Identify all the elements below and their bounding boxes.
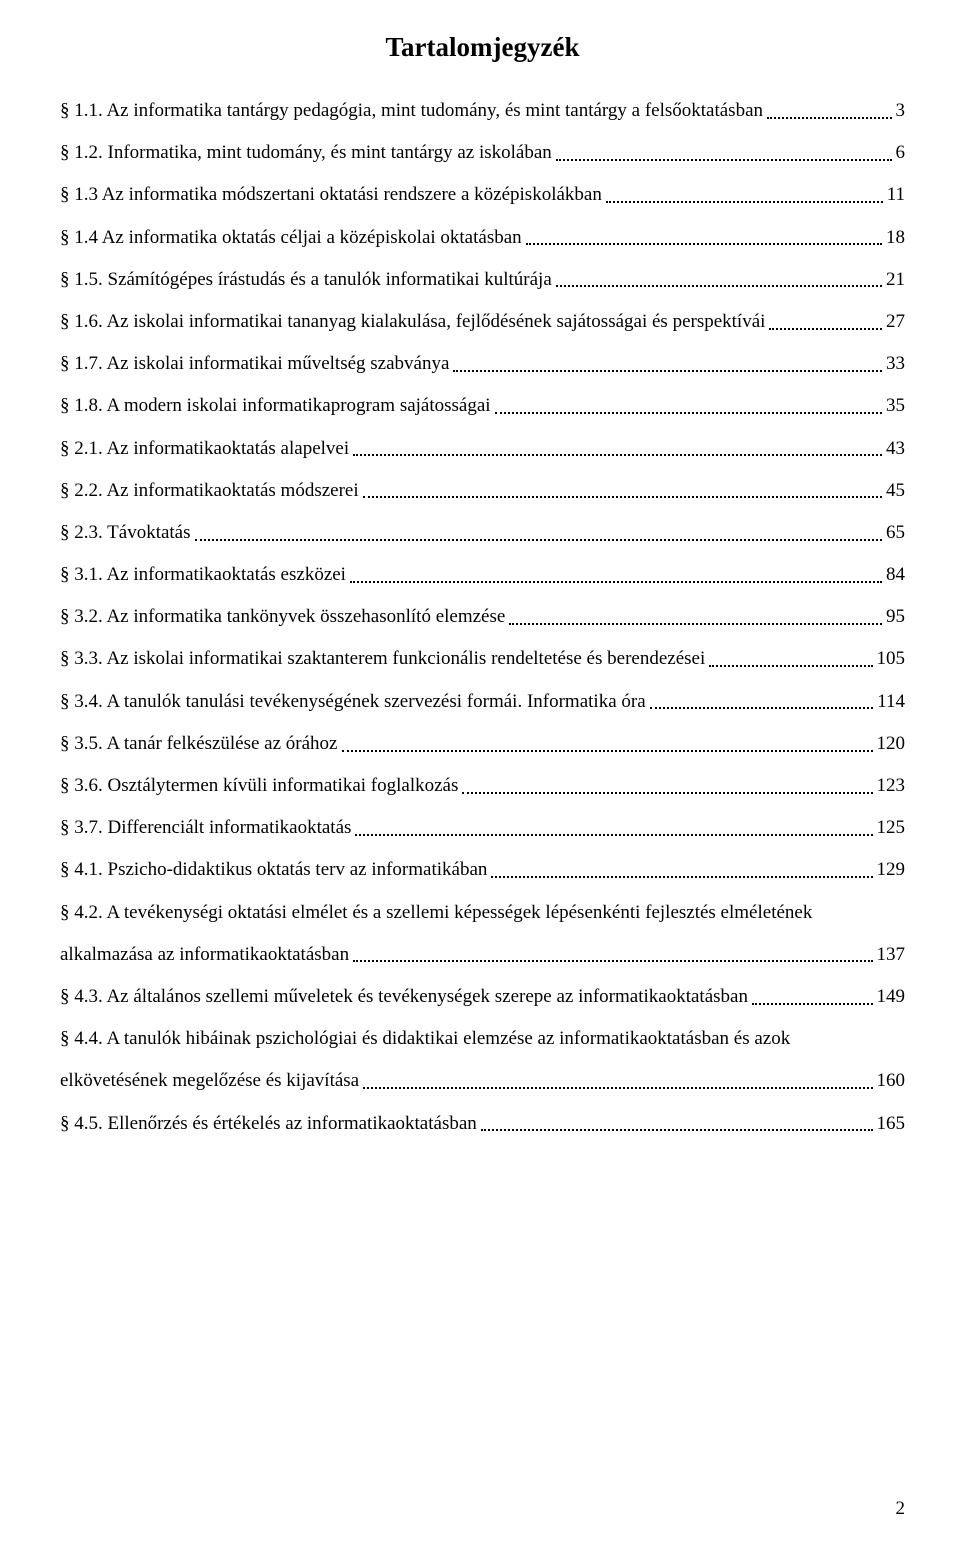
toc-leader-dots [606, 201, 883, 203]
toc-entry: § 1.6. Az iskolai informatikai tananyag … [60, 310, 905, 335]
toc-entry: § 3.2. Az informatika tankönyvek összeha… [60, 605, 905, 630]
toc-entry-text: § 1.6. Az iskolai informatikai tananyag … [60, 310, 765, 335]
toc-entry-page: 105 [877, 647, 906, 672]
toc-entry-page: 11 [887, 183, 905, 208]
toc-entry-text: § 1.2. Informatika, mint tudomány, és mi… [60, 141, 552, 166]
toc-entry-text: § 2.3. Távoktatás [60, 521, 191, 546]
toc-entry: § 4.5. Ellenőrzés és értékelés az inform… [60, 1112, 905, 1137]
toc-entry: § 3.6. Osztálytermen kívüli informatikai… [60, 774, 905, 799]
toc-entry-text: § 3.1. Az informatikaoktatás eszközei [60, 563, 346, 588]
toc-entry: § 3.7. Differenciált informatikaoktatás 1… [60, 816, 905, 841]
toc-entry-page: 120 [877, 732, 906, 757]
toc-entry-page: 95 [886, 605, 905, 630]
toc-leader-dots [363, 1087, 872, 1089]
toc-entry: § 4.1. Pszicho-didaktikus oktatás terv a… [60, 858, 905, 883]
toc-entry-text: § 1.1. Az informatika tantárgy pedagógia… [60, 99, 763, 124]
toc-entry-text: § 3.5. A tanár felkészülése az órához [60, 732, 338, 757]
toc-entry-page: 114 [877, 690, 905, 715]
toc-leader-dots [363, 496, 882, 498]
toc-leader-dots [355, 834, 872, 836]
document-page: Tartalomjegyzék § 1.1. Az informatika ta… [0, 0, 960, 1550]
toc-entry: § 3.5. A tanár felkészülése az órához 120 [60, 732, 905, 757]
toc-leader-dots [556, 285, 882, 287]
toc-entry-page: 18 [886, 226, 905, 251]
toc-leader-dots [526, 243, 882, 245]
toc-entry-page: 129 [877, 858, 906, 883]
toc-entry: § 3.1. Az informatikaoktatás eszközei 84 [60, 563, 905, 588]
page-title: Tartalomjegyzék [60, 32, 905, 63]
toc-entry-page: 123 [877, 774, 906, 799]
toc-leader-dots [491, 876, 872, 878]
toc-entry-page: 21 [886, 268, 905, 293]
toc-entry-page: 160 [877, 1069, 906, 1094]
toc-entry-text: § 4.5. Ellenőrzés és értékelés az inform… [60, 1112, 477, 1137]
toc-entry-text: § 2.2. Az informatikaoktatás módszerei [60, 479, 359, 504]
toc-entry-text: alkalmazása az informatikaoktatásban [60, 943, 349, 968]
toc-leader-dots [556, 159, 892, 161]
toc-entry-page: 45 [886, 479, 905, 504]
toc-entry-page: 43 [886, 437, 905, 462]
toc-entry-text: § 1.3 Az informatika módszertani oktatás… [60, 183, 602, 208]
toc-entry-page: 165 [877, 1112, 906, 1137]
toc-entry-text: elkövetésének megelőzése és kijavítása [60, 1069, 359, 1094]
toc-leader-dots [769, 328, 882, 330]
toc-entry: § 1.8. A modern iskolai informatikaprogr… [60, 394, 905, 419]
page-number: 2 [896, 1498, 906, 1520]
toc-entry-text: § 2.1. Az informatikaoktatás alapelvei [60, 437, 349, 462]
toc-entry-text: § 1.8. A modern iskolai informatikaprogr… [60, 394, 491, 419]
toc-entry: § 1.5. Számítógépes írástudás és a tanul… [60, 268, 905, 293]
toc-entry: § 4.3. Az általános szellemi műveletek é… [60, 985, 905, 1010]
toc-leader-dots [767, 117, 891, 119]
toc-entry-page: 3 [896, 99, 906, 124]
toc-entry: § 1.1. Az informatika tantárgy pedagógia… [60, 99, 905, 124]
table-of-contents: § 1.1. Az informatika tantárgy pedagógia… [60, 99, 905, 1136]
toc-entry-text: § 3.6. Osztálytermen kívüli informatikai… [60, 774, 458, 799]
toc-entry: § 1.3 Az informatika módszertani oktatás… [60, 183, 905, 208]
toc-entry-page: 65 [886, 521, 905, 546]
toc-entry-page: 125 [877, 816, 906, 841]
toc-leader-dots [709, 665, 872, 667]
toc-entry: § 1.2. Informatika, mint tudomány, és mi… [60, 141, 905, 166]
toc-entry-text: § 1.4 Az informatika oktatás céljai a kö… [60, 226, 522, 251]
toc-entry-page: 27 [886, 310, 905, 335]
toc-entry: § 3.4. A tanulók tanulási tevékenységéne… [60, 690, 905, 715]
toc-leader-dots [350, 581, 882, 583]
toc-leader-dots [462, 792, 872, 794]
toc-entry-page: 137 [877, 943, 906, 968]
toc-leader-dots [353, 960, 872, 962]
toc-leader-dots [342, 750, 873, 752]
toc-entry-page: 35 [886, 394, 905, 419]
toc-entry-text: § 4.1. Pszicho-didaktikus oktatás terv a… [60, 858, 487, 883]
toc-entry-text: § 3.4. A tanulók tanulási tevékenységéne… [60, 690, 646, 715]
toc-entry-page: 84 [886, 563, 905, 588]
toc-entry-text: § 3.2. Az informatika tankönyvek összeha… [60, 605, 505, 630]
toc-entry-page: 6 [896, 141, 906, 166]
toc-leader-dots [353, 454, 882, 456]
toc-leader-dots [495, 412, 882, 414]
toc-entry: § 1.4 Az informatika oktatás céljai a kö… [60, 226, 905, 251]
toc-entry-text: § 3.3. Az iskolai informatikai szaktante… [60, 647, 705, 672]
toc-entry: § 1.7. Az iskolai informatikai műveltség… [60, 352, 905, 377]
toc-entry-line1: § 4.4. A tanulók hibáinak pszichológiai … [60, 1027, 905, 1052]
toc-entry-text: § 1.5. Számítógépes írástudás és a tanul… [60, 268, 552, 293]
toc-leader-dots [650, 707, 874, 709]
toc-entry: § 3.3. Az iskolai informatikai szaktante… [60, 647, 905, 672]
toc-leader-dots [195, 539, 882, 541]
toc-leader-dots [481, 1129, 873, 1131]
toc-leader-dots [752, 1003, 873, 1005]
toc-leader-dots [453, 370, 882, 372]
toc-entry-line1: § 4.2. A tevékenységi oktatási elmélet é… [60, 901, 905, 926]
toc-entry-text: § 1.7. Az iskolai informatikai műveltség… [60, 352, 449, 377]
toc-leader-dots [509, 623, 882, 625]
toc-entry: alkalmazása az informatikaoktatásban 137 [60, 943, 905, 968]
toc-entry: elkövetésének megelőzése és kijavítása 16… [60, 1069, 905, 1094]
toc-entry: § 2.2. Az informatikaoktatás módszerei 45 [60, 479, 905, 504]
toc-entry-page: 33 [886, 352, 905, 377]
toc-entry-text: § 4.3. Az általános szellemi műveletek é… [60, 985, 748, 1010]
toc-entry: § 2.3. Távoktatás 65 [60, 521, 905, 546]
toc-entry-page: 149 [877, 985, 906, 1010]
toc-entry: § 2.1. Az informatikaoktatás alapelvei 43 [60, 437, 905, 462]
toc-entry-text: § 3.7. Differenciált informatikaoktatás [60, 816, 351, 841]
